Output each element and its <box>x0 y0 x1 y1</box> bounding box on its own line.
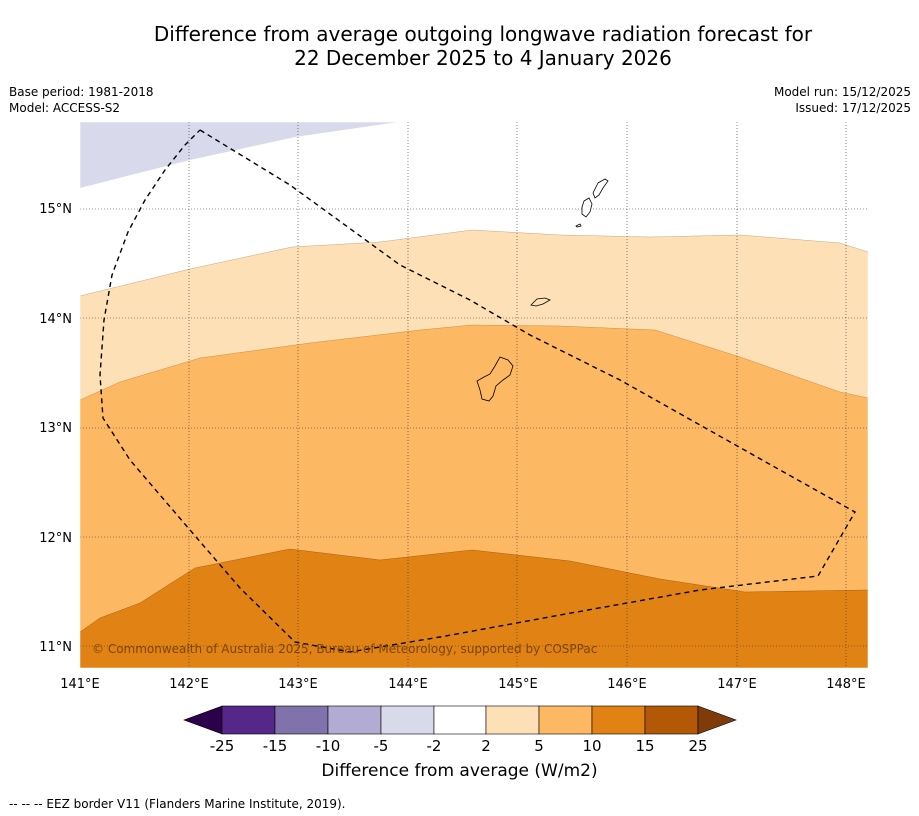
cb-tick-1: -15 <box>263 737 288 755</box>
eez-border <box>99 129 856 653</box>
copyright-text: © Commonwealth of Australia 2025, Bureau… <box>92 642 597 656</box>
model-info: Base period: 1981-2018 Model: ACCESS-S2 <box>9 84 154 116</box>
cb-tick-2: -10 <box>316 737 341 755</box>
saipan-island <box>592 178 609 199</box>
map-frame <box>79 121 869 669</box>
lon-label-143e: 143°E <box>278 677 318 692</box>
colorbar-bin-2 <box>274 705 329 735</box>
colorbar-tick-labels: -25 -15 -10 -5 -2 2 5 10 15 25 <box>210 737 708 755</box>
colorbar <box>183 705 737 735</box>
gridlines <box>80 122 868 668</box>
title-line-2: 22 December 2025 to 4 January 2026 <box>294 46 672 70</box>
colorbar-bin-1 <box>221 705 276 735</box>
lon-label-148e: 148°E <box>826 677 866 692</box>
map-area <box>80 122 868 668</box>
colorbar-bin-8 <box>591 705 646 735</box>
chart-title: Difference from average outgoing longwav… <box>0 22 919 70</box>
colorbar-bin-5 <box>433 705 487 735</box>
band-neg5-neg2 <box>80 122 398 188</box>
lon-tick-labels: 141°E 142°E 143°E 144°E 145°E 146°E 147°… <box>60 677 866 692</box>
colorbar-bin-4 <box>380 705 435 735</box>
colorbar-bin-3 <box>327 705 382 735</box>
colorbar-bin-7 <box>538 705 593 735</box>
colorbar-label: Difference from average (W/m2) <box>321 761 598 781</box>
contour-2 <box>80 229 868 297</box>
lat-label-14n: 14°N <box>39 312 72 327</box>
cb-tick-0: -25 <box>210 737 235 755</box>
cb-tick-8: 15 <box>635 737 654 755</box>
map-figure: © Commonwealth of Australia 2025, Bureau… <box>39 121 869 755</box>
title-line-1: Difference from average outgoing longwav… <box>153 22 813 46</box>
model-run: Model run: 15/12/2025 <box>773 85 911 99</box>
lon-label-141e: 141°E <box>60 677 100 692</box>
cb-tick-4: -2 <box>427 737 442 755</box>
tinian-island <box>581 197 593 218</box>
lon-label-145e: 145°E <box>498 677 538 692</box>
cb-tick-9: 25 <box>688 737 707 755</box>
aguijan-island <box>575 223 582 228</box>
cb-tick-6: 5 <box>534 737 544 755</box>
cb-tick-7: 10 <box>582 737 601 755</box>
lat-label-11n: 11°N <box>39 640 72 655</box>
colorbar-over-arrow <box>697 705 737 735</box>
issued-date: Issued: 17/12/2025 <box>795 101 911 115</box>
colorbar-bin-9 <box>644 705 699 735</box>
cb-tick-5: 2 <box>481 737 491 755</box>
base-period: Base period: 1981-2018 <box>9 85 154 99</box>
islands <box>476 178 609 402</box>
eez-footnote: -- -- -- EEZ border V11 (Flanders Marine… <box>9 797 346 811</box>
lon-label-147e: 147°E <box>717 677 757 692</box>
lon-label-142e: 142°E <box>169 677 209 692</box>
cb-tick-3: -5 <box>374 737 389 755</box>
guam-island <box>476 356 514 402</box>
lat-label-12n: 12°N <box>39 531 72 546</box>
contour-5 <box>80 324 868 401</box>
contour-10 <box>80 548 868 633</box>
lat-label-13n: 13°N <box>39 421 72 436</box>
model-name: Model: ACCESS-S2 <box>9 101 121 115</box>
band-10-15 <box>80 549 868 668</box>
colorbar-bin-6 <box>485 705 540 735</box>
lat-tick-labels: 15°N 14°N 13°N 12°N 11°N <box>39 202 72 655</box>
colorbar-under-arrow <box>183 705 223 735</box>
lat-label-15n: 15°N <box>39 202 72 217</box>
lon-label-146e: 146°E <box>607 677 647 692</box>
rota-island <box>530 297 551 307</box>
run-info: Model run: 15/12/2025 Issued: 17/12/2025 <box>774 84 911 116</box>
lon-label-144e: 144°E <box>388 677 428 692</box>
